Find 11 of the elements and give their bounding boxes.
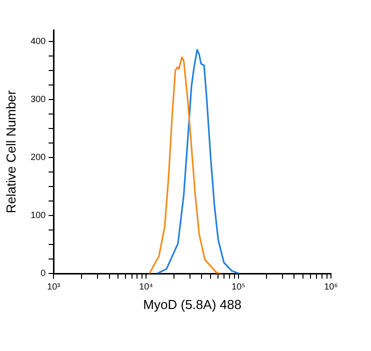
y-tick-label: 200: [30, 152, 46, 162]
x-tick-label: 10⁶: [324, 281, 338, 292]
y-tick-label: 100: [30, 210, 46, 220]
y-tick-label: 0: [40, 268, 46, 278]
x-tick-label: 10⁴: [139, 281, 154, 292]
x-axis-title: MyoD (5.8A) 488: [143, 296, 242, 312]
y-axis-title: Relative Cell Number: [3, 90, 18, 214]
x-tick-label: 10⁵: [232, 281, 246, 292]
y-tick-label: 400: [30, 36, 46, 46]
y-tick-label: 300: [30, 94, 46, 104]
x-tick-label: 10³: [47, 281, 60, 292]
